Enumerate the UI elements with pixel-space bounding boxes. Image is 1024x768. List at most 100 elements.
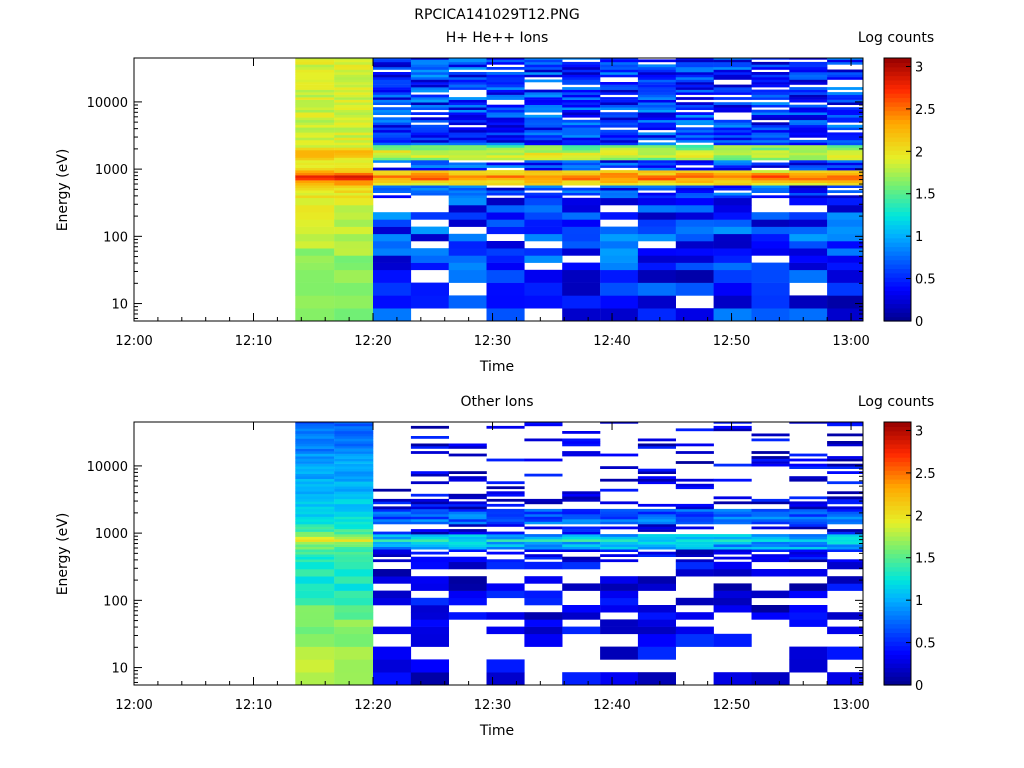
- heatmap-cell: [486, 139, 525, 143]
- heatmap-cell: [827, 521, 864, 525]
- heatmap-cell: [713, 539, 752, 542]
- heatmap-cell: [410, 425, 449, 429]
- heatmap-cell: [562, 175, 601, 178]
- colorbar-swatch: [884, 544, 911, 550]
- heatmap-cell: [334, 466, 374, 469]
- heatmap-cell: [524, 117, 563, 121]
- heatmap-cell: [486, 503, 525, 507]
- heatmap-cell: [295, 139, 335, 143]
- heatmap-cell: [448, 546, 487, 550]
- heatmap-cell: [295, 501, 335, 505]
- heatmap-cell: [334, 69, 374, 73]
- heatmap-cell: [486, 612, 525, 620]
- heatmap-cell: [448, 109, 487, 113]
- heatmap-cell: [524, 150, 563, 153]
- heatmap-cell: [373, 182, 412, 186]
- heatmap-cell: [751, 508, 790, 512]
- heatmap-cell: [562, 122, 601, 126]
- heatmap-cell: [789, 519, 828, 522]
- heatmap-cell: [789, 67, 828, 70]
- heatmap-cell: [675, 119, 714, 123]
- heatmap-cell: [410, 72, 449, 75]
- heatmap-cell: [295, 498, 335, 502]
- heatmap-cell: [827, 549, 864, 552]
- heatmap-cell: [373, 137, 412, 141]
- heatmap-cell: [295, 182, 335, 186]
- heatmap-cell: [373, 102, 412, 105]
- heatmap-cell: [713, 89, 752, 93]
- colorbar-swatch: [884, 654, 911, 660]
- heatmap-cell: [486, 157, 525, 161]
- heatmap-cell: [334, 501, 374, 505]
- heatmap-cell: [675, 77, 714, 80]
- colorbar-tick-label: 0.5: [915, 637, 936, 652]
- heatmap-cell: [295, 157, 335, 161]
- heatmap-cell: [562, 152, 601, 156]
- heatmap-cell: [713, 241, 752, 249]
- heatmap-cell: [295, 597, 335, 606]
- heatmap-cell: [334, 197, 374, 206]
- heatmap-cell: [789, 514, 828, 517]
- heatmap-cell: [827, 529, 864, 532]
- heatmap-cell: [295, 468, 335, 472]
- heatmap-cell: [827, 498, 864, 502]
- heatmap-cell: [675, 503, 714, 507]
- heatmap-cell: [334, 282, 374, 296]
- y-tick-label: 1000: [95, 527, 128, 542]
- heatmap-cell: [713, 248, 752, 256]
- heatmap-cell: [334, 456, 374, 459]
- heatmap-cell: [524, 219, 563, 227]
- heatmap-cell: [637, 226, 676, 235]
- heatmap-cell: [562, 165, 601, 168]
- colorbar-tick-label: 2: [915, 509, 923, 524]
- heatmap-cell: [334, 438, 374, 442]
- heatmap-cell: [789, 503, 828, 507]
- heatmap-cell: [448, 446, 487, 449]
- heatmap-cell: [751, 102, 790, 105]
- heatmap-cell: [675, 74, 714, 78]
- heatmap-cell: [486, 165, 525, 168]
- heatmap-cell: [713, 233, 752, 242]
- heatmap-cell: [789, 152, 828, 156]
- heatmap-cell: [637, 112, 676, 115]
- heatmap-cell: [524, 514, 563, 517]
- heatmap-cell: [334, 539, 374, 542]
- heatmap-cell: [410, 498, 449, 502]
- heatmap-cell: [713, 119, 752, 123]
- colorbar-swatch: [884, 272, 911, 278]
- heatmap-cell: [751, 295, 790, 309]
- heatmap-cell: [334, 119, 374, 123]
- heatmap-cell: [486, 172, 525, 176]
- heatmap-cell: [373, 308, 412, 322]
- heatmap-cell: [295, 446, 335, 449]
- heatmap-cell: [600, 241, 639, 249]
- heatmap-cell: [295, 192, 335, 196]
- heatmap-cell: [295, 147, 335, 151]
- colorbar-tick-label: 2.5: [915, 103, 936, 118]
- heatmap-cell: [486, 269, 525, 283]
- heatmap-cell: [827, 481, 864, 485]
- heatmap-cell: [751, 104, 790, 108]
- heatmap-cell: [713, 205, 752, 213]
- y-tick-label: 10000: [87, 96, 128, 111]
- heatmap-cell: [373, 521, 412, 525]
- heatmap-cell: [295, 170, 335, 173]
- heatmap-cell: [486, 58, 525, 60]
- heatmap-cell: [789, 569, 828, 577]
- heatmap-cell: [486, 92, 525, 95]
- heatmap-cell: [295, 94, 335, 98]
- heatmap-cell: [524, 167, 563, 171]
- heatmap-cell: [334, 423, 374, 427]
- colorbar-swatch: [884, 575, 911, 581]
- heatmap-cell: [789, 132, 828, 136]
- heatmap-cell: [675, 160, 714, 163]
- heatmap-cell: [295, 248, 335, 256]
- heatmap-cell: [562, 521, 601, 525]
- heatmap-cell: [751, 498, 790, 502]
- heatmap-cell: [410, 248, 449, 256]
- heatmap-cell: [637, 626, 676, 635]
- heatmap-cell: [675, 511, 714, 515]
- heatmap-cell: [637, 180, 676, 183]
- heatmap-cell: [827, 248, 864, 256]
- heatmap-cell: [562, 119, 601, 123]
